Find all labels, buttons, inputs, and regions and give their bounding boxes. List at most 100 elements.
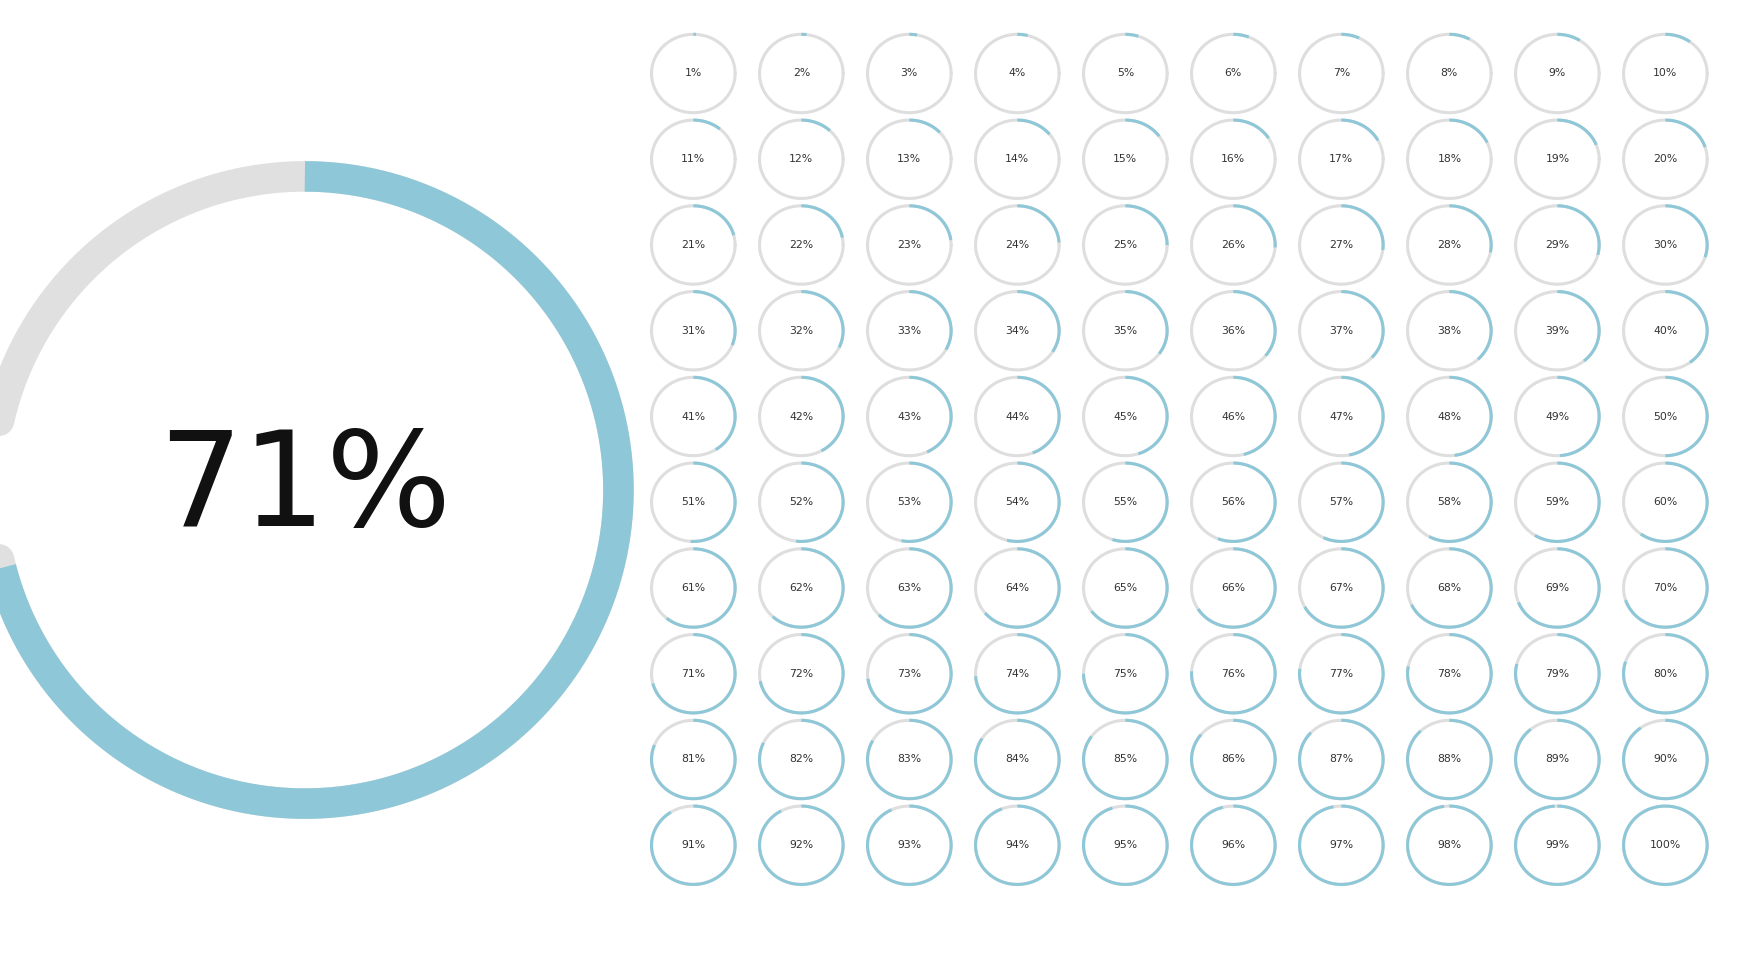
Text: 49%: 49%: [1545, 412, 1570, 421]
Text: 81%: 81%: [681, 755, 706, 764]
Text: 50%: 50%: [1653, 412, 1678, 421]
Text: 52%: 52%: [789, 497, 814, 508]
Text: 96%: 96%: [1221, 840, 1246, 851]
Text: 14%: 14%: [1005, 154, 1030, 165]
Text: 26%: 26%: [1221, 240, 1246, 250]
Text: 3%: 3%: [901, 69, 918, 78]
Text: 36%: 36%: [1221, 325, 1246, 336]
Text: 74%: 74%: [1005, 668, 1030, 679]
Text: 33%: 33%: [897, 325, 922, 336]
Text: 95%: 95%: [1113, 840, 1138, 851]
Text: 4%: 4%: [1009, 69, 1026, 78]
Text: 97%: 97%: [1329, 840, 1354, 851]
Text: 61%: 61%: [681, 583, 706, 593]
Text: 58%: 58%: [1437, 497, 1462, 508]
Text: 29%: 29%: [1545, 240, 1570, 250]
Text: 70%: 70%: [1653, 583, 1678, 593]
Text: 44%: 44%: [1005, 412, 1030, 421]
Text: 99%: 99%: [1545, 840, 1570, 851]
Text: 5%: 5%: [1117, 69, 1134, 78]
Text: 8%: 8%: [1441, 69, 1458, 78]
Text: 25%: 25%: [1113, 240, 1138, 250]
Text: 15%: 15%: [1113, 154, 1138, 165]
Text: 68%: 68%: [1437, 583, 1462, 593]
Text: 92%: 92%: [789, 840, 814, 851]
Text: 56%: 56%: [1221, 497, 1246, 508]
Text: 65%: 65%: [1113, 583, 1138, 593]
Text: 55%: 55%: [1113, 497, 1138, 508]
Text: 21%: 21%: [681, 240, 706, 250]
Text: 45%: 45%: [1113, 412, 1138, 421]
Text: 77%: 77%: [1329, 668, 1354, 679]
Text: 23%: 23%: [897, 240, 922, 250]
Text: 38%: 38%: [1437, 325, 1462, 336]
Text: 22%: 22%: [789, 240, 814, 250]
Text: 34%: 34%: [1005, 325, 1030, 336]
Text: 67%: 67%: [1329, 583, 1354, 593]
Text: 18%: 18%: [1437, 154, 1462, 165]
Text: 12%: 12%: [789, 154, 814, 165]
Text: 48%: 48%: [1437, 412, 1462, 421]
Text: 24%: 24%: [1005, 240, 1030, 250]
Text: 78%: 78%: [1437, 668, 1462, 679]
Text: 30%: 30%: [1653, 240, 1678, 250]
Text: 89%: 89%: [1545, 755, 1570, 764]
Text: 31%: 31%: [681, 325, 706, 336]
Text: 39%: 39%: [1545, 325, 1570, 336]
Text: 41%: 41%: [681, 412, 706, 421]
Text: 32%: 32%: [789, 325, 814, 336]
Text: 71%: 71%: [159, 426, 451, 554]
Text: 79%: 79%: [1545, 668, 1570, 679]
Text: 40%: 40%: [1653, 325, 1678, 336]
Text: 47%: 47%: [1329, 412, 1354, 421]
Text: 9%: 9%: [1549, 69, 1566, 78]
Text: 88%: 88%: [1437, 755, 1462, 764]
Text: 62%: 62%: [789, 583, 814, 593]
Text: 35%: 35%: [1113, 325, 1138, 336]
Text: 76%: 76%: [1221, 668, 1246, 679]
Text: 53%: 53%: [897, 497, 922, 508]
Text: 98%: 98%: [1437, 840, 1462, 851]
Text: 27%: 27%: [1329, 240, 1354, 250]
Text: 46%: 46%: [1221, 412, 1246, 421]
Text: 75%: 75%: [1113, 668, 1138, 679]
Text: 51%: 51%: [681, 497, 706, 508]
Text: 80%: 80%: [1653, 668, 1678, 679]
Text: 69%: 69%: [1545, 583, 1570, 593]
Text: 6%: 6%: [1225, 69, 1242, 78]
Text: 57%: 57%: [1329, 497, 1354, 508]
Text: 10%: 10%: [1653, 69, 1678, 78]
Text: 86%: 86%: [1221, 755, 1246, 764]
Text: 71%: 71%: [681, 668, 706, 679]
Text: 2%: 2%: [793, 69, 810, 78]
Text: 60%: 60%: [1653, 497, 1678, 508]
Text: 72%: 72%: [789, 668, 814, 679]
Text: 20%: 20%: [1653, 154, 1678, 165]
Text: 63%: 63%: [897, 583, 922, 593]
Text: 43%: 43%: [897, 412, 922, 421]
Text: 66%: 66%: [1221, 583, 1246, 593]
Text: 91%: 91%: [681, 840, 706, 851]
Text: 90%: 90%: [1653, 755, 1678, 764]
Text: 100%: 100%: [1650, 840, 1681, 851]
Text: 73%: 73%: [897, 668, 922, 679]
Text: 11%: 11%: [681, 154, 706, 165]
Text: 28%: 28%: [1437, 240, 1462, 250]
Text: 64%: 64%: [1005, 583, 1030, 593]
Text: 1%: 1%: [685, 69, 702, 78]
Text: 17%: 17%: [1329, 154, 1354, 165]
Text: 42%: 42%: [789, 412, 814, 421]
Text: 37%: 37%: [1329, 325, 1354, 336]
Text: 59%: 59%: [1545, 497, 1570, 508]
Text: 94%: 94%: [1005, 840, 1030, 851]
Text: 83%: 83%: [897, 755, 922, 764]
Text: 54%: 54%: [1005, 497, 1030, 508]
Text: 19%: 19%: [1545, 154, 1570, 165]
Text: 87%: 87%: [1329, 755, 1354, 764]
Text: 16%: 16%: [1221, 154, 1246, 165]
Text: 84%: 84%: [1005, 755, 1030, 764]
Text: 13%: 13%: [897, 154, 922, 165]
Text: 7%: 7%: [1333, 69, 1350, 78]
Text: 82%: 82%: [789, 755, 814, 764]
Text: 85%: 85%: [1113, 755, 1138, 764]
